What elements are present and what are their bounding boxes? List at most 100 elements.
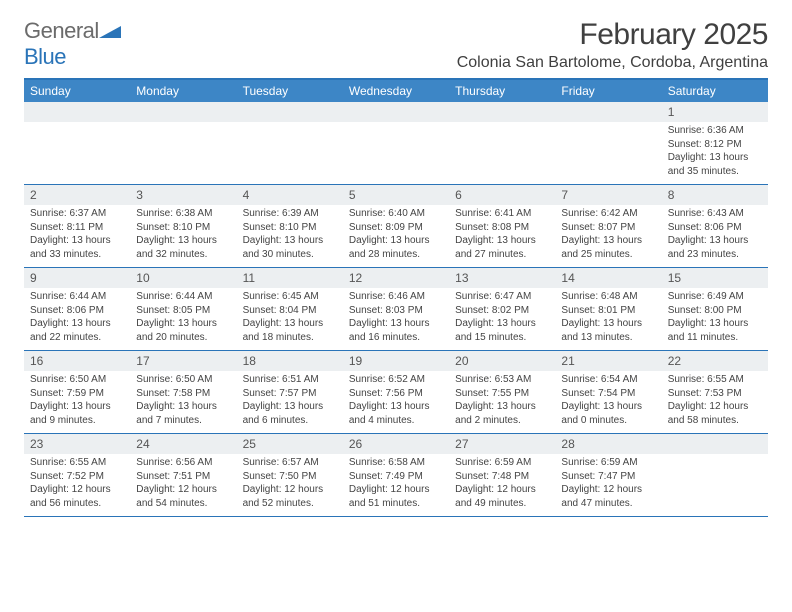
day-cell: 17Sunrise: 6:50 AMSunset: 7:58 PMDayligh… — [130, 351, 236, 433]
week-row: 23Sunrise: 6:55 AMSunset: 7:52 PMDayligh… — [24, 434, 768, 517]
sunrise-text: Sunrise: 6:59 AM — [455, 456, 549, 470]
sunrise-text: Sunrise: 6:36 AM — [668, 124, 762, 138]
daylight-text: Daylight: 13 hours and 18 minutes. — [243, 317, 337, 344]
weekday-label: Wednesday — [343, 80, 449, 102]
day-cell: 21Sunrise: 6:54 AMSunset: 7:54 PMDayligh… — [555, 351, 661, 433]
logo-triangle-icon — [99, 18, 121, 44]
day-cell: 18Sunrise: 6:51 AMSunset: 7:57 PMDayligh… — [237, 351, 343, 433]
day-cell: 23Sunrise: 6:55 AMSunset: 7:52 PMDayligh… — [24, 434, 130, 516]
sunrise-text: Sunrise: 6:41 AM — [455, 207, 549, 221]
day-cell: 15Sunrise: 6:49 AMSunset: 8:00 PMDayligh… — [662, 268, 768, 350]
day-info: Sunrise: 6:50 AMSunset: 7:58 PMDaylight:… — [130, 373, 236, 427]
sunset-text: Sunset: 7:52 PM — [30, 470, 124, 484]
day-info: Sunrise: 6:50 AMSunset: 7:59 PMDaylight:… — [24, 373, 130, 427]
day-cell — [24, 102, 130, 184]
day-info: Sunrise: 6:57 AMSunset: 7:50 PMDaylight:… — [237, 456, 343, 510]
daylight-text: Daylight: 13 hours and 13 minutes. — [561, 317, 655, 344]
day-cell: 24Sunrise: 6:56 AMSunset: 7:51 PMDayligh… — [130, 434, 236, 516]
day-info: Sunrise: 6:55 AMSunset: 7:53 PMDaylight:… — [662, 373, 768, 427]
day-cell: 28Sunrise: 6:59 AMSunset: 7:47 PMDayligh… — [555, 434, 661, 516]
day-info: Sunrise: 6:55 AMSunset: 7:52 PMDaylight:… — [24, 456, 130, 510]
day-cell — [555, 102, 661, 184]
day-number: 17 — [130, 351, 236, 371]
day-number: 15 — [662, 268, 768, 288]
daylight-text: Daylight: 13 hours and 7 minutes. — [136, 400, 230, 427]
day-cell: 2Sunrise: 6:37 AMSunset: 8:11 PMDaylight… — [24, 185, 130, 267]
sunrise-text: Sunrise: 6:53 AM — [455, 373, 549, 387]
day-cell — [343, 102, 449, 184]
weekday-label: Friday — [555, 80, 661, 102]
sunrise-text: Sunrise: 6:38 AM — [136, 207, 230, 221]
daylight-text: Daylight: 12 hours and 51 minutes. — [349, 483, 443, 510]
sunset-text: Sunset: 8:11 PM — [30, 221, 124, 235]
sunset-text: Sunset: 8:00 PM — [668, 304, 762, 318]
day-number: 10 — [130, 268, 236, 288]
day-info: Sunrise: 6:43 AMSunset: 8:06 PMDaylight:… — [662, 207, 768, 261]
day-info: Sunrise: 6:48 AMSunset: 8:01 PMDaylight:… — [555, 290, 661, 344]
sunrise-text: Sunrise: 6:56 AM — [136, 456, 230, 470]
sunset-text: Sunset: 7:50 PM — [243, 470, 337, 484]
sunrise-text: Sunrise: 6:48 AM — [561, 290, 655, 304]
day-info: Sunrise: 6:53 AMSunset: 7:55 PMDaylight:… — [449, 373, 555, 427]
day-cell: 4Sunrise: 6:39 AMSunset: 8:10 PMDaylight… — [237, 185, 343, 267]
sunrise-text: Sunrise: 6:37 AM — [30, 207, 124, 221]
sunset-text: Sunset: 8:10 PM — [243, 221, 337, 235]
day-number: 22 — [662, 351, 768, 371]
sunset-text: Sunset: 8:05 PM — [136, 304, 230, 318]
day-number: 23 — [24, 434, 130, 454]
day-cell: 27Sunrise: 6:59 AMSunset: 7:48 PMDayligh… — [449, 434, 555, 516]
day-info: Sunrise: 6:52 AMSunset: 7:56 PMDaylight:… — [343, 373, 449, 427]
sunset-text: Sunset: 7:47 PM — [561, 470, 655, 484]
day-number: 14 — [555, 268, 661, 288]
sunrise-text: Sunrise: 6:40 AM — [349, 207, 443, 221]
sunset-text: Sunset: 7:56 PM — [349, 387, 443, 401]
day-number: 18 — [237, 351, 343, 371]
day-info: Sunrise: 6:46 AMSunset: 8:03 PMDaylight:… — [343, 290, 449, 344]
logo-text: General Blue — [24, 18, 121, 70]
day-cell — [237, 102, 343, 184]
day-number: 13 — [449, 268, 555, 288]
day-info: Sunrise: 6:47 AMSunset: 8:02 PMDaylight:… — [449, 290, 555, 344]
sunrise-text: Sunrise: 6:39 AM — [243, 207, 337, 221]
day-number: 1 — [662, 102, 768, 122]
day-empty — [130, 102, 236, 122]
sunrise-text: Sunrise: 6:49 AM — [668, 290, 762, 304]
sunset-text: Sunset: 8:12 PM — [668, 138, 762, 152]
day-number: 9 — [24, 268, 130, 288]
sunset-text: Sunset: 8:06 PM — [30, 304, 124, 318]
daylight-text: Daylight: 13 hours and 35 minutes. — [668, 151, 762, 178]
day-number: 16 — [24, 351, 130, 371]
day-cell: 26Sunrise: 6:58 AMSunset: 7:49 PMDayligh… — [343, 434, 449, 516]
day-empty — [449, 102, 555, 122]
day-cell — [130, 102, 236, 184]
day-cell: 22Sunrise: 6:55 AMSunset: 7:53 PMDayligh… — [662, 351, 768, 433]
daylight-text: Daylight: 13 hours and 25 minutes. — [561, 234, 655, 261]
day-number: 12 — [343, 268, 449, 288]
day-number: 6 — [449, 185, 555, 205]
daylight-text: Daylight: 13 hours and 28 minutes. — [349, 234, 443, 261]
sunrise-text: Sunrise: 6:54 AM — [561, 373, 655, 387]
sunset-text: Sunset: 8:02 PM — [455, 304, 549, 318]
sunrise-text: Sunrise: 6:50 AM — [30, 373, 124, 387]
day-cell: 13Sunrise: 6:47 AMSunset: 8:02 PMDayligh… — [449, 268, 555, 350]
day-number: 25 — [237, 434, 343, 454]
day-cell: 7Sunrise: 6:42 AMSunset: 8:07 PMDaylight… — [555, 185, 661, 267]
sunset-text: Sunset: 7:55 PM — [455, 387, 549, 401]
day-number: 3 — [130, 185, 236, 205]
daylight-text: Daylight: 13 hours and 32 minutes. — [136, 234, 230, 261]
day-number: 20 — [449, 351, 555, 371]
day-cell: 19Sunrise: 6:52 AMSunset: 7:56 PMDayligh… — [343, 351, 449, 433]
day-info: Sunrise: 6:51 AMSunset: 7:57 PMDaylight:… — [237, 373, 343, 427]
sunrise-text: Sunrise: 6:50 AM — [136, 373, 230, 387]
sunset-text: Sunset: 8:09 PM — [349, 221, 443, 235]
daylight-text: Daylight: 12 hours and 58 minutes. — [668, 400, 762, 427]
daylight-text: Daylight: 12 hours and 52 minutes. — [243, 483, 337, 510]
daylight-text: Daylight: 13 hours and 20 minutes. — [136, 317, 230, 344]
day-info: Sunrise: 6:41 AMSunset: 8:08 PMDaylight:… — [449, 207, 555, 261]
day-cell: 14Sunrise: 6:48 AMSunset: 8:01 PMDayligh… — [555, 268, 661, 350]
sunset-text: Sunset: 7:57 PM — [243, 387, 337, 401]
sunrise-text: Sunrise: 6:44 AM — [136, 290, 230, 304]
day-cell: 25Sunrise: 6:57 AMSunset: 7:50 PMDayligh… — [237, 434, 343, 516]
day-info: Sunrise: 6:56 AMSunset: 7:51 PMDaylight:… — [130, 456, 236, 510]
sunset-text: Sunset: 7:48 PM — [455, 470, 549, 484]
